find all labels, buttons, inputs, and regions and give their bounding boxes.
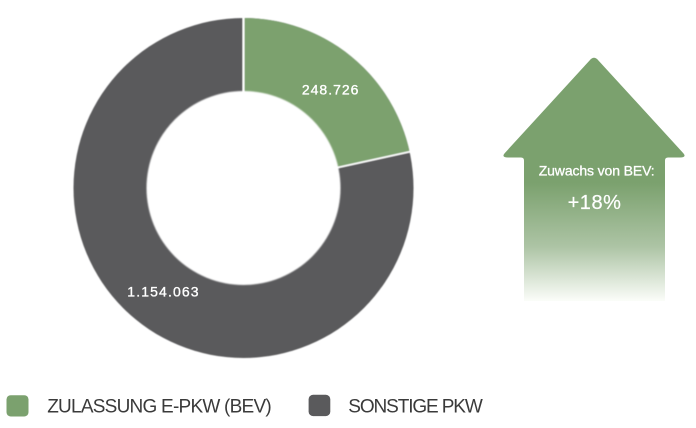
svg-text:+18%: +18% — [568, 192, 622, 214]
svg-text:SONSTIGE PKW: SONSTIGE PKW — [348, 397, 483, 418]
svg-text:ZULASSUNG E-PKW (BEV): ZULASSUNG E-PKW (BEV) — [47, 397, 272, 418]
svg-text:Zuwachs von BEV:: Zuwachs von BEV: — [539, 162, 655, 178]
svg-text:248.726: 248.726 — [302, 82, 359, 98]
svg-text:1.154.063: 1.154.063 — [127, 283, 199, 299]
